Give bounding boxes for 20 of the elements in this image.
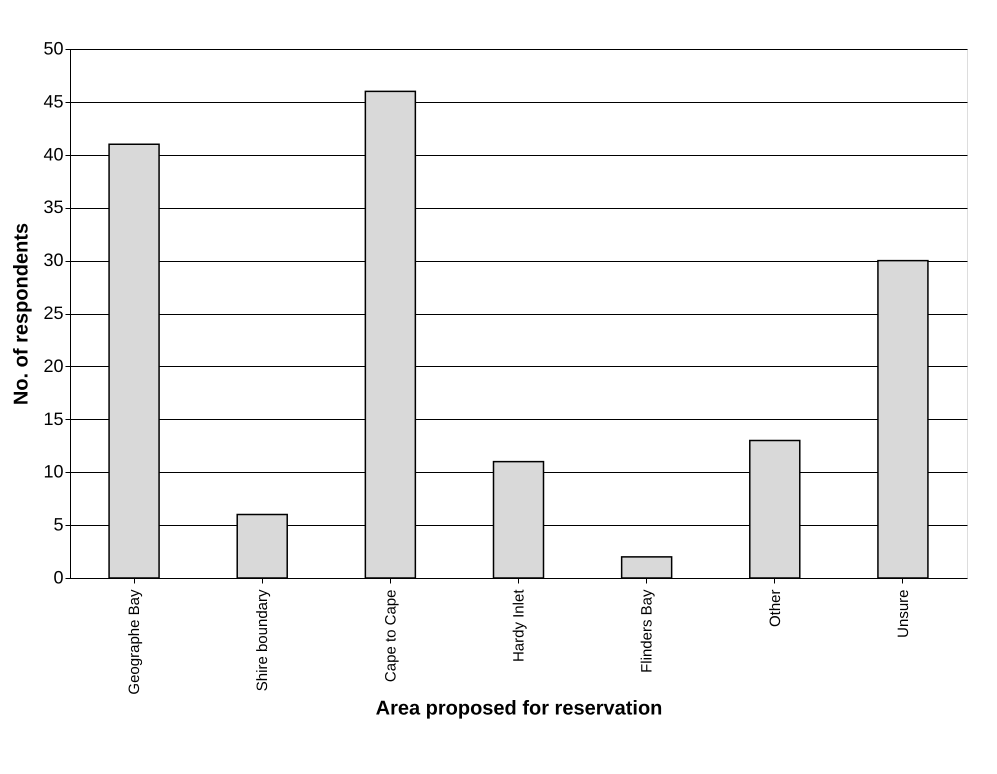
x-tick-label: Other [766, 589, 784, 628]
y-tick-label: 45 [43, 91, 64, 112]
x-axis-title: Area proposed for reservation [376, 698, 662, 720]
y-tick-label: 15 [43, 408, 64, 429]
y-tick-label: 5 [53, 514, 64, 535]
x-tick-label: Unsure [894, 590, 912, 638]
y-tick-label: 35 [43, 197, 64, 218]
y-tick-label: 40 [43, 144, 64, 164]
y-tick-label: 10 [43, 462, 64, 482]
y-tick-label: 20 [43, 356, 64, 376]
y-tick-label: 30 [43, 250, 64, 270]
y-axis-title: No. of respondents [10, 222, 32, 406]
x-tick-label: Cape to Cape [382, 590, 400, 682]
x-tick-label: Flinders Bay [638, 589, 656, 673]
y-tick-label: 0 [53, 568, 64, 588]
x-tick-label: Geographe Bay [126, 589, 144, 695]
x-tick-label: Hardy Inlet [510, 588, 528, 662]
y-tick-label: 50 [43, 38, 64, 58]
x-tick-label: Shire boundary [254, 589, 272, 692]
y-tick-label: 25 [43, 303, 64, 323]
